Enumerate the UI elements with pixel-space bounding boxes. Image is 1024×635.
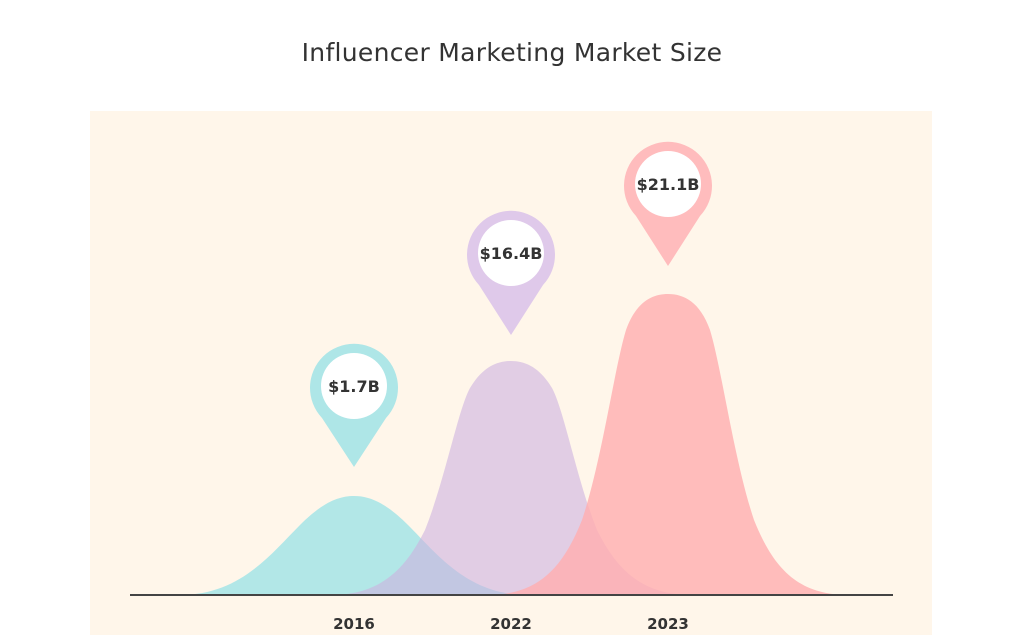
- x-tick-2016: 2016: [333, 615, 375, 633]
- area-2022: [330, 361, 692, 595]
- chart-title: Influencer Marketing Market Size: [301, 38, 723, 67]
- series-areas: [180, 294, 849, 595]
- pin-label-2022: $16.4B: [480, 244, 543, 263]
- x-tick-2023: 2023: [647, 615, 689, 633]
- pin-label-2016: $1.7B: [328, 377, 380, 396]
- pin-2022: $16.4B: [466, 210, 555, 335]
- x-tick-2022: 2022: [490, 615, 532, 633]
- pin-2023: $21.1B: [624, 141, 712, 266]
- pin-2016: $1.7B: [310, 343, 399, 467]
- pin-label-2023: $21.1B: [637, 175, 700, 194]
- area-2023: [487, 294, 849, 595]
